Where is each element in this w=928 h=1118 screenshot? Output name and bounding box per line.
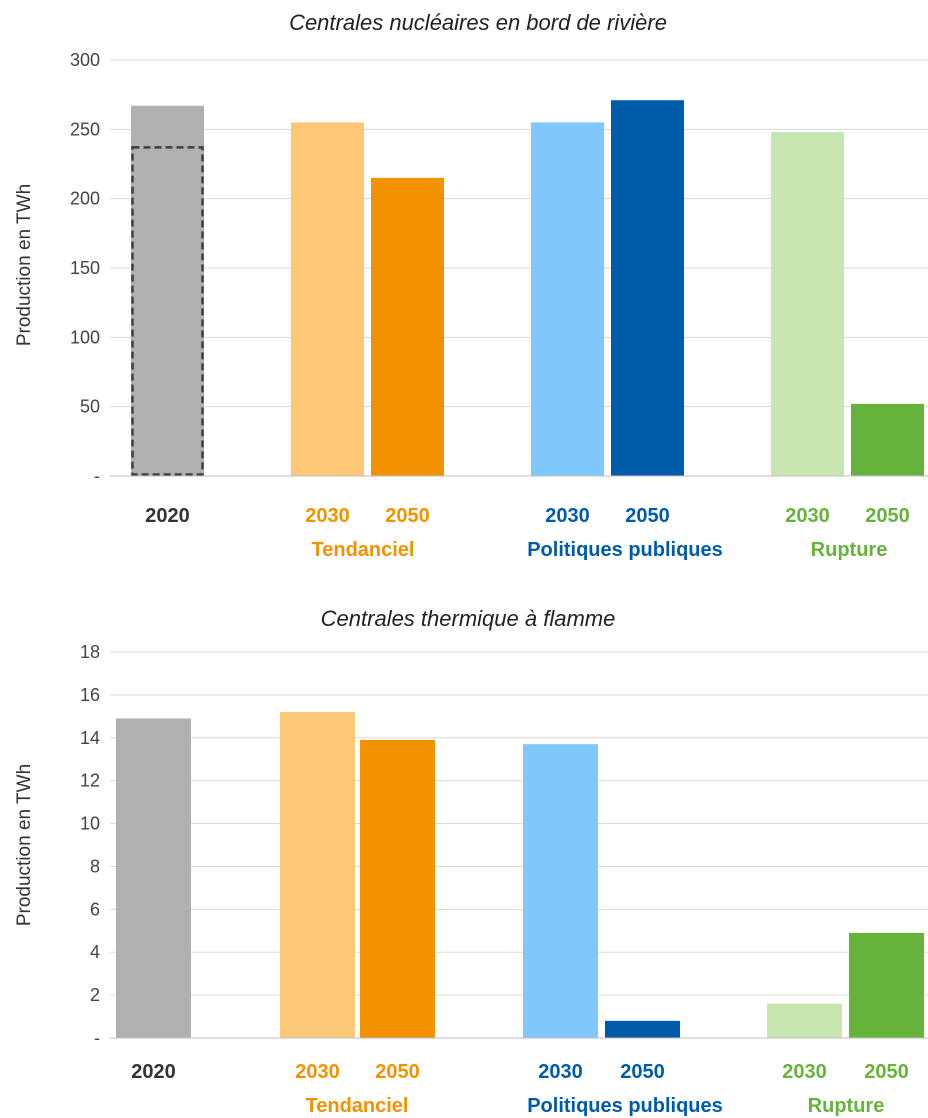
scenario-label: Rupture xyxy=(811,539,888,560)
y-tick-label: 250 xyxy=(70,119,100,139)
bar-2050-tendanciel xyxy=(360,739,435,1038)
x-tick-label: 2030 xyxy=(782,1061,827,1083)
y-tick-label: 16 xyxy=(80,685,100,705)
scenario-label: Tendanciel xyxy=(306,1095,409,1117)
x-tick-label: 2050 xyxy=(864,1061,909,1083)
bar-2030-politiques-publiques xyxy=(531,122,604,477)
y-tick-label: - xyxy=(94,1028,100,1048)
scenario-label: Politiques publiques xyxy=(527,539,723,560)
x-tick-label: 2030 xyxy=(785,505,830,527)
y-axis-label: Production en TWh xyxy=(14,184,35,346)
bar-2030-tendanciel xyxy=(291,122,364,477)
y-tick-label: 300 xyxy=(70,50,100,70)
y-tick-label: 2 xyxy=(90,985,100,1005)
bar-2030-tendanciel xyxy=(280,712,355,1038)
bar-2030-rupture xyxy=(767,1003,842,1038)
y-tick-label: 100 xyxy=(70,327,100,347)
x-tick-label: 2020 xyxy=(131,1061,176,1083)
y-tick-label: 18 xyxy=(80,642,100,662)
bar-2020 xyxy=(116,718,191,1038)
y-tick-label: 6 xyxy=(90,899,100,919)
x-tick-label: 2050 xyxy=(385,505,430,527)
bar-2050-rupture xyxy=(851,403,924,476)
scenario-label: Tendanciel xyxy=(312,539,415,560)
chart-nuclear: Centrales nucléaires en bord de rivière … xyxy=(14,10,928,560)
x-tick-label: 2020 xyxy=(145,505,190,527)
bar-2050-politiques-publiques xyxy=(605,1020,680,1038)
y-tick-label: 12 xyxy=(80,771,100,791)
scenario-label: Rupture xyxy=(808,1095,885,1117)
y-tick-label: 50 xyxy=(80,397,100,417)
bar-2030-rupture xyxy=(771,132,844,476)
y-axis-label: Production en TWh xyxy=(14,764,35,926)
chart-thermal-svg: Centrales thermique à flamme Production … xyxy=(14,606,928,1117)
y-tick-label: 200 xyxy=(70,189,100,209)
bar-2050-rupture xyxy=(849,932,924,1038)
y-tick-label: 4 xyxy=(90,942,100,962)
y-tick-label: 8 xyxy=(90,856,100,876)
x-tick-label: 2030 xyxy=(295,1061,340,1083)
x-tick-label: 2050 xyxy=(625,505,670,527)
x-tick-label: 2030 xyxy=(538,1061,583,1083)
chart-nuclear-svg: Centrales nucléaires en bord de rivière … xyxy=(14,10,928,560)
x-tick-label: 2030 xyxy=(545,505,590,527)
chart-title: Centrales thermique à flamme xyxy=(321,606,616,631)
y-tick-label: 150 xyxy=(70,258,100,278)
bar-2050-tendanciel xyxy=(371,177,444,476)
x-tick-label: 2050 xyxy=(620,1061,665,1083)
bar-2050-politiques-publiques xyxy=(611,100,684,477)
chart-title: Centrales nucléaires en bord de rivière xyxy=(289,10,667,35)
y-tick-label: 10 xyxy=(80,814,100,834)
bar-2020 xyxy=(131,105,204,476)
chart-thermal: Centrales thermique à flamme Production … xyxy=(0,600,928,1118)
x-tick-label: 2050 xyxy=(375,1061,420,1083)
reference-2020-dashed-outline xyxy=(131,146,204,476)
x-tick-label: 2030 xyxy=(305,505,350,527)
x-tick-label: 2050 xyxy=(865,505,910,527)
scenario-label: Politiques publiques xyxy=(527,1095,723,1117)
bar-2030-politiques-publiques xyxy=(523,744,598,1038)
y-tick-label: - xyxy=(94,466,100,486)
y-tick-label: 14 xyxy=(80,728,100,748)
